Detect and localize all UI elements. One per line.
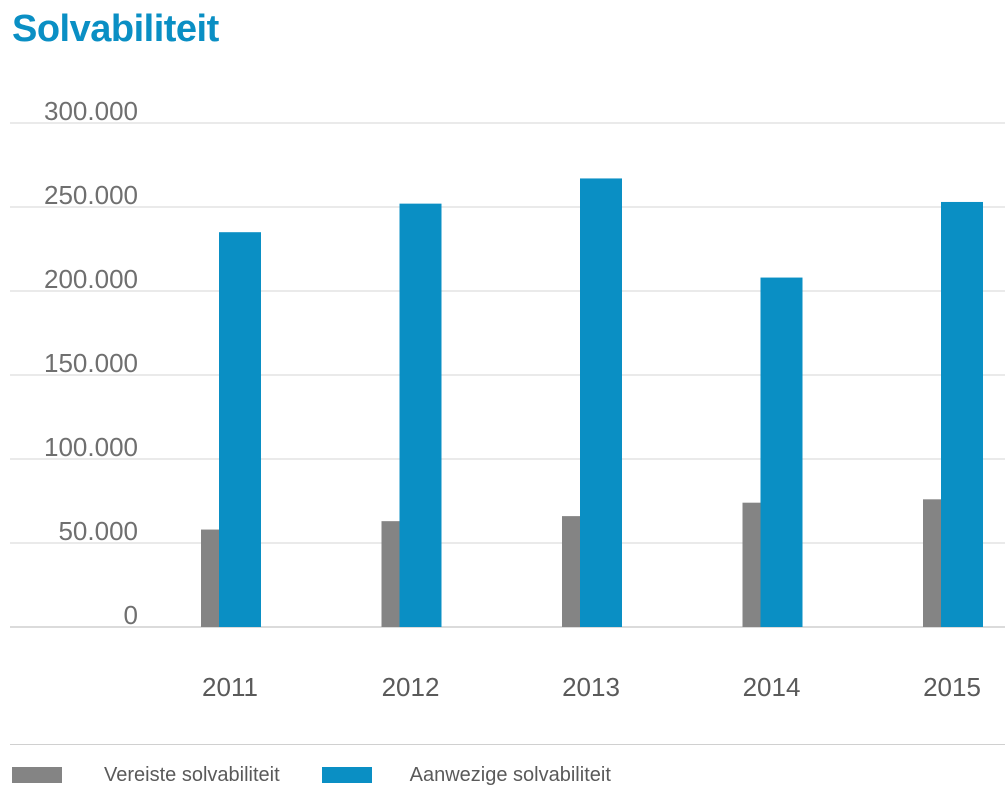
gridlines — [10, 122, 1005, 628]
legend-item-aanwezige: Aanwezige solvabiliteit — [321, 763, 611, 787]
bar-chart: 0 50.000 100.000 150.000 200.000 250.000 300.0… — [10, 96, 1005, 702]
bars — [201, 178, 983, 627]
bar-vereiste-2011 — [201, 529, 219, 627]
legend-label-aanwezige: Aanwezige solvabiliteit — [409, 763, 611, 786]
legend-swatch-aanwezige — [321, 767, 372, 783]
bar-aanwezige-2015 — [941, 201, 983, 627]
bar-vereiste-2015 — [923, 499, 941, 627]
x-axis-ticks: 2011 2012 2013 2014 2015 — [202, 672, 981, 702]
bar-vereiste-2012 — [381, 521, 400, 627]
y-tick-label: 100.000 — [44, 432, 138, 462]
bar-vereiste-2014 — [742, 502, 761, 627]
y-axis-ticks: 0 50.000 100.000 150.000 200.000 250.000 300.0… — [44, 96, 138, 630]
y-tick-label: 50.000 — [58, 516, 138, 546]
legend-item-vereiste: Vereiste solvabiliteit — [12, 764, 280, 787]
bar-vereiste-2013 — [562, 516, 580, 627]
x-tick-label: 2012 — [382, 672, 440, 702]
bar-aanwezige-2011 — [219, 232, 261, 627]
bar-aanwezige-2013 — [580, 178, 622, 627]
bar-aanwezige-2012 — [399, 203, 442, 627]
y-tick-label: 200.000 — [44, 264, 138, 294]
x-tick-label: 2011 — [202, 672, 258, 702]
y-tick-label: 0 — [124, 600, 138, 630]
y-tick-label: 250.000 — [44, 180, 138, 210]
y-tick-label: 300.000 — [44, 96, 138, 126]
chart-title: Solvabiliteit — [12, 8, 219, 50]
legend-swatch-vereiste — [12, 767, 62, 783]
legend-label-vereiste: Vereiste solvabiliteit — [104, 763, 280, 786]
legend: Vereiste solvabiliteit Aanwezige solvabi… — [12, 760, 611, 790]
bar-aanwezige-2014 — [760, 277, 803, 627]
x-tick-label: 2013 — [562, 672, 620, 702]
x-tick-label: 2015 — [923, 672, 981, 702]
x-tick-label: 2014 — [743, 672, 801, 702]
legend-divider — [10, 744, 1005, 745]
y-tick-label: 150.000 — [44, 348, 138, 378]
